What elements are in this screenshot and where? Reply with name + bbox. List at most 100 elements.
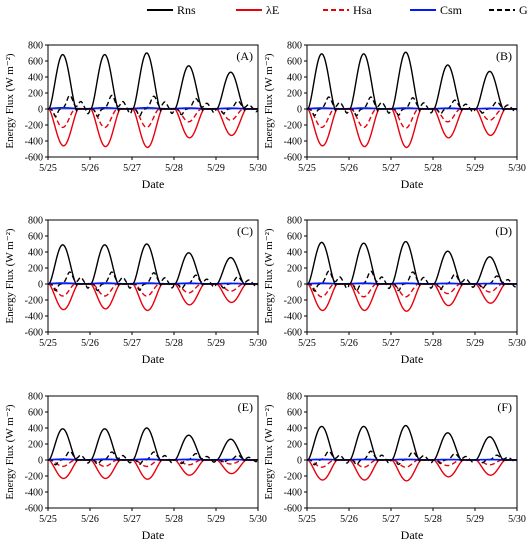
y-tick-label: 600 (287, 408, 302, 419)
y-tick-label: 0 (38, 280, 43, 291)
x-tick-label: 5/27 (382, 163, 400, 174)
x-tick-label: 5/28 (165, 514, 183, 525)
y-tick-label: 800 (287, 216, 302, 227)
y-axis-label: Energy Flux (W m⁻²) (4, 404, 16, 499)
y-tick-label: 0 (297, 280, 302, 291)
x-axis-label: Date (401, 352, 424, 366)
x-tick-label: 5/25 (298, 338, 316, 349)
y-tick-label: 400 (287, 73, 302, 84)
plot-frame (47, 395, 259, 509)
x-tick-label: 5/25 (39, 514, 57, 525)
y-tick-label: 0 (297, 105, 302, 116)
y-tick-label: 200 (28, 264, 43, 275)
plot-frame (47, 219, 259, 333)
y-axis-label: Energy Flux (W m⁻²) (4, 53, 16, 148)
y-tick-label: 800 (287, 41, 302, 52)
series-line-hsa (48, 108, 258, 129)
x-tick-label: 5/26 (81, 338, 99, 349)
y-tick-label: 400 (28, 424, 43, 435)
x-tick-label: 5/26 (81, 514, 99, 525)
y-tick-label: 600 (287, 232, 302, 243)
y-axis-label: Energy Flux (W m⁻²) (4, 228, 16, 323)
y-tick-label: -400 (25, 488, 43, 499)
legend-label-le: λE (266, 3, 279, 17)
x-tick-label: 5/25 (39, 338, 57, 349)
y-tick-label: -400 (25, 137, 43, 148)
x-tick-label: 5/29 (207, 338, 225, 349)
series-line-hsa (48, 283, 258, 297)
x-tick-label: 5/26 (340, 338, 358, 349)
x-tick-label: 5/28 (424, 338, 442, 349)
y-tick-label: 200 (287, 440, 302, 451)
x-tick-label: 5/28 (424, 163, 442, 174)
series-line-g (48, 450, 259, 466)
x-tick-label: 5/26 (81, 163, 99, 174)
y-tick-label: 600 (28, 408, 43, 419)
x-tick-label: 5/29 (466, 338, 484, 349)
plot-frame (47, 44, 259, 158)
panel-f: -600 -400 -200 0 200 400 600 800 5/25 5/26 5/27 5/2… (263, 392, 526, 543)
panel-d: -600 -400 -200 0 200 400 600 800 5/25 5/26 5/27 5/2… (263, 216, 526, 367)
legend-label-rns: Rns (177, 3, 196, 17)
y-tick-label: -600 (284, 328, 302, 339)
y-axis-label: Energy Flux (W m⁻²) (263, 228, 275, 323)
panel-b: -600 -400 -200 0 200 400 600 800 5/25 5/26 5/27 5/2… (263, 41, 526, 192)
y-tick-label: -200 (25, 121, 43, 132)
series-line-g (307, 96, 518, 117)
y-tick-label: 0 (38, 456, 43, 467)
y-tick-label: -200 (284, 472, 302, 483)
series-line-le (307, 283, 517, 312)
x-tick-label: 5/29 (207, 163, 225, 174)
y-tick-label: -400 (284, 312, 302, 323)
y-axis-label: Energy Flux (W m⁻²) (263, 53, 275, 148)
y-tick-label: -400 (284, 488, 302, 499)
series-line-g (48, 94, 259, 118)
y-tick-label: 400 (28, 73, 43, 84)
series-line-rns (307, 424, 517, 463)
y-tick-label: -200 (284, 296, 302, 307)
legend: Rns λE Hsa Csm G (147, 3, 528, 17)
x-axis-label: Date (142, 528, 165, 542)
x-axis-label: Date (401, 528, 424, 542)
series-line-hsa (48, 459, 258, 468)
series-line-g (307, 270, 518, 292)
series-line-hsa (307, 283, 517, 298)
x-tick-label: 5/30 (249, 338, 267, 349)
x-tick-label: 5/28 (424, 514, 442, 525)
y-tick-label: 200 (287, 264, 302, 275)
y-tick-label: 0 (297, 456, 302, 467)
y-tick-label: 800 (28, 41, 43, 52)
y-tick-label: 0 (38, 105, 43, 116)
panel-a: -600 -400 -200 0 200 400 600 800 5/25 5/26 5/27 5/2… (4, 41, 267, 192)
y-tick-label: -200 (284, 121, 302, 132)
x-axis-label: Date (142, 352, 165, 366)
y-tick-label: -200 (25, 296, 43, 307)
panel-label: (D) (495, 224, 512, 238)
y-tick-label: 400 (287, 248, 302, 259)
y-axis-label: Energy Flux (W m⁻²) (263, 404, 275, 499)
x-tick-label: 5/30 (508, 338, 526, 349)
y-tick-label: -600 (25, 328, 43, 339)
y-tick-label: 200 (28, 440, 43, 451)
series-line-rns (48, 52, 258, 113)
y-tick-label: 400 (287, 424, 302, 435)
x-axis-label: Date (401, 177, 424, 191)
x-tick-label: 5/27 (382, 514, 400, 525)
x-tick-label: 5/30 (249, 514, 267, 525)
panel-label: (F) (497, 400, 512, 414)
y-tick-label: -600 (25, 153, 43, 164)
series-line-g (307, 450, 518, 466)
x-tick-label: 5/26 (340, 514, 358, 525)
x-tick-label: 5/30 (508, 163, 526, 174)
x-tick-label: 5/29 (466, 514, 484, 525)
series-line-g (48, 271, 259, 292)
x-tick-label: 5/25 (39, 163, 57, 174)
panel-label: (E) (238, 400, 253, 414)
x-tick-label: 5/29 (207, 514, 225, 525)
x-tick-label: 5/30 (508, 514, 526, 525)
x-axis-label: Date (142, 177, 165, 191)
panel-label: (C) (237, 224, 253, 238)
series-line-rns (307, 240, 517, 287)
y-tick-label: -200 (25, 472, 43, 483)
y-tick-label: -600 (284, 153, 302, 164)
